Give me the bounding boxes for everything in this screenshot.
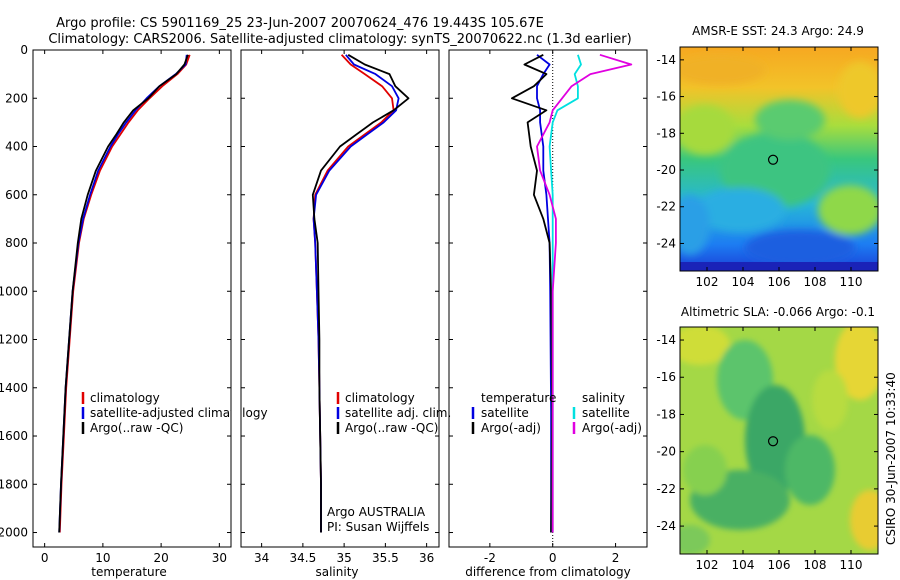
map-x-tick-label: 108 [804, 275, 827, 289]
annotation-pi: PI: Susan Wijffels [327, 520, 429, 534]
x-tick-label: 0 [549, 551, 557, 565]
difference-panel-frame [448, 49, 648, 548]
depth-tick-label: 2000 [0, 526, 28, 540]
map-y-tick-label: -20 [656, 445, 676, 459]
depth-tick-label: 1800 [0, 477, 28, 491]
sst-argo-location-marker [767, 154, 779, 165]
legend-label-argo: Argo(..raw -QC) [345, 421, 438, 435]
x-tick-label: 34 [254, 551, 269, 565]
map-y-tick-label: -18 [656, 126, 676, 140]
map-x-tick-label: 106 [768, 275, 791, 289]
legend-label-satellite: satellite adj. clim. [345, 406, 451, 420]
salinity-x-axis: 34 34.5 35 35.5 36 [254, 50, 434, 565]
sla-map-axes: 102 104 106 108 110 -14 -16 -18 -20 -22 -24 [656, 327, 878, 572]
series-line-salinity-satellite [548, 54, 582, 533]
depth-tick-label: 200 [5, 91, 28, 105]
legend-label-sal-argo: Argo(-adj) [582, 421, 642, 435]
salinity-curves [311, 54, 410, 533]
x-tick-label: -2 [484, 551, 496, 565]
map-y-tick-label: -22 [656, 482, 676, 496]
x-tick-label: 0 [41, 551, 49, 565]
map-y-tick-label: -18 [656, 407, 676, 421]
depth-tick-label: 1000 [0, 284, 28, 298]
sst-map-field [680, 47, 878, 271]
legend-overflow-mask [231, 388, 241, 438]
depth-tick-label: 0 [20, 43, 28, 57]
series-line-salinity-argo-adj- [536, 53, 633, 533]
legend-label-temp-argo: Argo(-adj) [481, 421, 541, 435]
annotation-owner: Argo AUSTRALIA [327, 505, 426, 519]
map-y-tick-label: -24 [656, 236, 676, 250]
map-y-tick-label: -14 [656, 53, 676, 67]
map-y-tick-label: -24 [656, 519, 676, 533]
legend-label-climatology: climatology [345, 391, 415, 405]
depth-tick-label: 600 [5, 188, 28, 202]
map-x-tick-label: 110 [840, 275, 863, 289]
temperature-panel-frame [32, 49, 232, 548]
depth-tick-label: 1600 [0, 429, 28, 443]
legend-label-sal-satellite: satellite [582, 406, 630, 420]
temperature-x-axis: 0 10 20 30 [41, 50, 227, 565]
temperature-legend: climatology satellite-adjusted climatolo… [81, 391, 268, 435]
temperature-xlabel: temperature [91, 565, 166, 579]
series-line-satellite [312, 54, 400, 533]
map-y-tick-label: -14 [656, 333, 676, 347]
x-tick-label: 2 [612, 551, 620, 565]
sla-map-field [680, 327, 878, 554]
legend-label-satellite: satellite-adjusted climatology [90, 406, 268, 420]
depth-tick-label: 400 [5, 140, 28, 154]
difference-legend: temperature satellite Argo(-adj) salinit… [471, 391, 642, 435]
x-tick-label: 20 [153, 551, 168, 565]
legend-label-temp-satellite: satellite [481, 406, 529, 420]
map-x-tick-label: 106 [768, 558, 791, 572]
map-y-tick-label: -16 [656, 90, 676, 104]
salinity-panel-frame [240, 49, 440, 548]
series-line-temperature-argo-adj- [510, 53, 553, 533]
x-tick-label: 36 [419, 551, 434, 565]
sst-map-title: AMSR-E SST: 24.3 Argo: 24.9 [692, 24, 864, 38]
header-line1: Argo profile: CS 5901169_25 23-Jun-2007 … [56, 16, 544, 31]
map-y-tick-label: -22 [656, 200, 676, 214]
map-x-tick-label: 104 [732, 558, 755, 572]
depth-tick-label: 1200 [0, 333, 28, 347]
header-line2: Climatology: CARS2006. Satellite-adjuste… [48, 32, 631, 47]
legend-label-argo: Argo(..raw -QC) [90, 421, 183, 435]
series-line-argo [311, 54, 410, 533]
sla-map-title: Altimetric SLA: -0.066 Argo: -0.1 [681, 305, 875, 319]
salinity-legend: climatology satellite adj. clim. Argo(..… [336, 391, 451, 435]
series-line-climatology [58, 54, 191, 533]
difference-curves [510, 53, 633, 533]
depth-axis: 0 200 400 600 800 1000 1200 1400 1600 1800 2000 [0, 43, 647, 540]
sla-argo-location-marker [767, 436, 779, 447]
x-tick-label: 35 [336, 551, 351, 565]
map-x-tick-label: 102 [696, 275, 719, 289]
series-line-climatology [312, 54, 395, 533]
legend-title-salinity: salinity [582, 391, 625, 405]
map-x-tick-label: 102 [696, 558, 719, 572]
map-x-tick-label: 110 [840, 558, 863, 572]
series-line-temperature-satellite [536, 54, 552, 533]
difference-xlabel: difference from climatology [465, 565, 631, 579]
salinity-xlabel: salinity [315, 565, 358, 579]
x-tick-label: 34.5 [290, 551, 317, 565]
footer-timestamp: CSIRO 30-Jun-2007 10:33:40 [884, 372, 898, 545]
series-line-satellite [58, 54, 188, 533]
series-line-argo [58, 54, 189, 533]
depth-tick-label: 1400 [0, 381, 28, 395]
legend-label-climatology: climatology [90, 391, 160, 405]
map-x-tick-label: 104 [732, 275, 755, 289]
sst-map-axes: 102 104 106 108 110 -14 -16 -18 -20 -22 -24 [656, 47, 878, 289]
x-tick-label: 30 [212, 551, 227, 565]
x-tick-label: 10 [95, 551, 110, 565]
map-y-tick-label: -16 [656, 370, 676, 384]
depth-tick-label: 800 [5, 236, 28, 250]
map-y-tick-label: -20 [656, 163, 676, 177]
x-tick-label: 35.5 [372, 551, 399, 565]
temperature-curves [58, 54, 191, 533]
map-x-tick-label: 108 [804, 558, 827, 572]
legend-title-temperature: temperature [481, 391, 556, 405]
